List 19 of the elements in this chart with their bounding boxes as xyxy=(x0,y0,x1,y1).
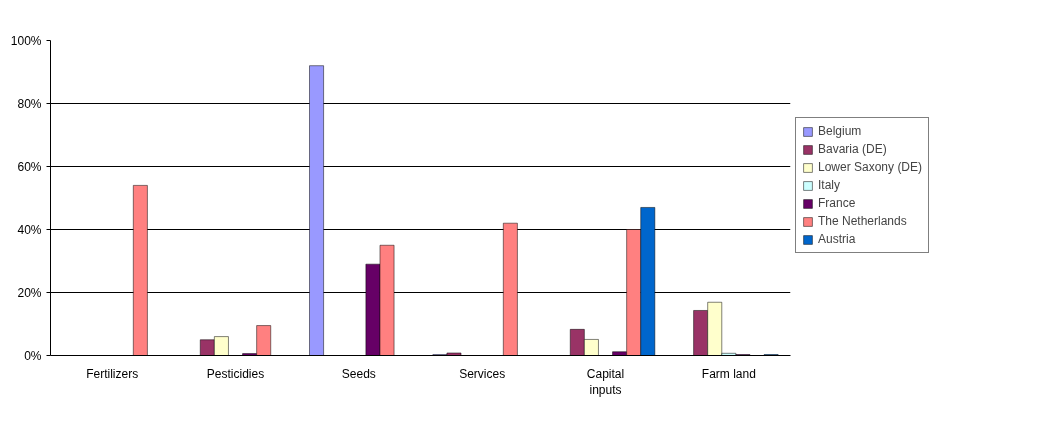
legend-label: The Netherlands xyxy=(818,214,907,228)
x-tick-label: Capital inputs xyxy=(586,366,625,398)
legend-label: France xyxy=(818,196,856,210)
y-tick-label: 100% xyxy=(10,33,42,48)
y-tick-label: 0% xyxy=(24,348,42,363)
y-tick-label: 80% xyxy=(17,96,42,111)
y-tick-label: 20% xyxy=(17,285,42,300)
y-tick-label: 60% xyxy=(17,159,42,174)
legend-label: Belgium xyxy=(818,124,862,138)
legend-label: Lower Saxony (DE) xyxy=(818,160,923,174)
legend-label: Bavaria (DE) xyxy=(818,142,887,156)
legend-label: Austria xyxy=(818,232,856,246)
legend-label: Italy xyxy=(818,178,841,192)
y-tick-label: 40% xyxy=(17,222,42,237)
x-tick-label: Farm land xyxy=(701,366,756,381)
x-tick-label: Seeds xyxy=(341,366,376,381)
x-tick-label: Fertilizers xyxy=(86,366,139,381)
x-tick-label: Services xyxy=(459,366,506,381)
x-tick-label: Pesticidies xyxy=(206,366,265,381)
